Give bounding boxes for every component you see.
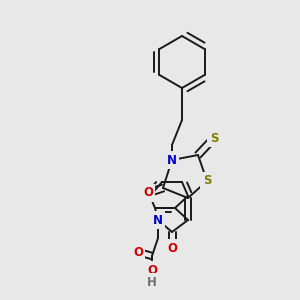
Text: O: O	[147, 263, 157, 277]
Text: O: O	[167, 242, 177, 254]
Text: O: O	[143, 187, 153, 200]
Text: H: H	[147, 275, 157, 289]
Text: N: N	[153, 214, 163, 226]
Text: S: S	[203, 175, 211, 188]
Text: S: S	[210, 131, 218, 145]
Text: O: O	[133, 245, 143, 259]
Text: N: N	[167, 154, 177, 166]
